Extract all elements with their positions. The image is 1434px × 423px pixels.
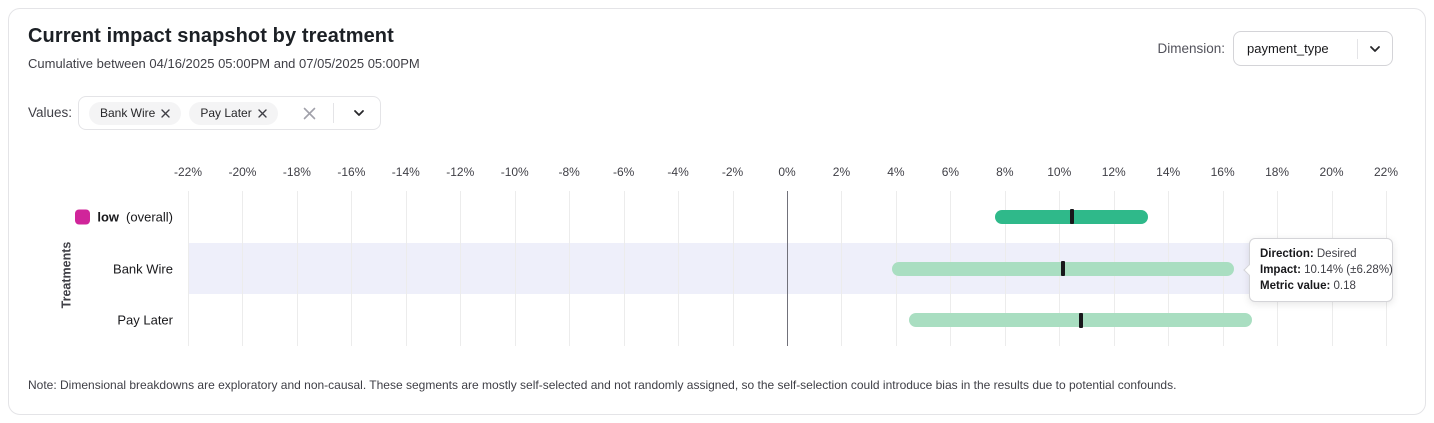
gridline	[732, 191, 734, 346]
x-axis-tick-label: 14%	[1156, 165, 1181, 179]
dimension-label: Dimension:	[1157, 41, 1225, 56]
legend-swatch	[75, 209, 91, 225]
chip-remove-icon[interactable]	[258, 108, 267, 118]
x-axis-tick-label: 4%	[887, 165, 905, 179]
gridline	[296, 191, 298, 346]
zero-gridline	[787, 191, 788, 346]
row-labels-column: low (overall) Bank Wire Pay Later	[28, 191, 173, 346]
gridline	[460, 191, 462, 346]
row-label: low (overall)	[75, 209, 173, 225]
gridline	[242, 191, 244, 346]
bar-tooltip: Direction: Desired Impact: 10.14% (±6.28…	[1243, 238, 1393, 302]
x-axis-tick-label: 10%	[1047, 165, 1072, 179]
page-title: Current impact snapshot by treatment	[28, 25, 394, 47]
chevron-down-icon[interactable]	[342, 106, 376, 120]
x-axis-tick-label: -6%	[612, 165, 635, 179]
gridline	[351, 191, 353, 346]
divider	[1357, 38, 1358, 59]
gridline	[188, 191, 189, 346]
x-axis-tick-label: 22%	[1373, 165, 1399, 179]
row-label: Bank Wire	[113, 261, 173, 276]
x-axis-tick-label: -14%	[391, 165, 420, 179]
x-axis-tick-label: -12%	[446, 165, 475, 179]
divider	[332, 103, 334, 123]
x-axis-tick-label: -10%	[500, 165, 529, 179]
x-axis-tick-label: -2%	[721, 165, 744, 179]
plot-area	[188, 191, 1387, 346]
date-range-subtitle: Cumulative between 04/16/2025 05:00PM an…	[28, 56, 420, 71]
x-axis: -22% -20% -18% -16% -14% -12% -10% -8% -6% -4% -2%…	[174, 165, 1398, 181]
x-axis-tick-label: 0%	[778, 165, 796, 179]
chevron-down-icon	[1358, 42, 1392, 56]
chip-remove-icon[interactable]	[161, 108, 171, 118]
chip-label: Bank Wire	[100, 106, 156, 120]
value-chip-bank-wire[interactable]: Bank Wire	[89, 101, 182, 125]
gridline	[514, 191, 516, 346]
x-axis-tick-label: -8%	[558, 165, 580, 179]
dimension-select[interactable]: payment_type	[1233, 31, 1393, 66]
x-axis-tick-label: 20%	[1319, 165, 1344, 179]
x-axis-tick-label: 12%	[1101, 165, 1126, 179]
tooltip-direction: Direction: Desired	[1260, 248, 1357, 260]
point-estimate-marker	[1069, 209, 1074, 225]
x-axis-tick-label: -4%	[667, 165, 689, 179]
dimension-select-value: payment_type	[1247, 41, 1329, 56]
x-axis-tick-label: -18%	[282, 165, 311, 179]
value-chip-pay-later[interactable]: Pay Later	[189, 101, 278, 125]
point-estimate-marker	[1061, 261, 1066, 276]
point-estimate-marker	[1078, 312, 1083, 328]
x-axis-tick-label: 18%	[1265, 165, 1290, 179]
gridline	[678, 191, 680, 346]
values-label: Values:	[28, 105, 73, 120]
x-axis-tick-label: -16%	[337, 165, 366, 179]
x-axis-tick-label: 2%	[832, 165, 851, 179]
chip-label: Pay Later	[200, 106, 252, 120]
x-axis-tick-label: 16%	[1210, 165, 1235, 179]
clear-all-icon[interactable]	[286, 106, 325, 121]
x-axis-tick-label: 6%	[941, 165, 960, 179]
disclaimer-note: Note: Dimensional breakdowns are explora…	[28, 378, 1177, 392]
x-axis-tick-label: -20%	[228, 165, 257, 179]
x-axis-tick-label: -22%	[173, 165, 203, 179]
tooltip-impact: Impact: 10.14% (±6.28%)	[1260, 264, 1393, 276]
row-label: Pay Later	[117, 312, 173, 328]
gridline	[569, 191, 571, 346]
tooltip-metric-value: Metric value: 0.18	[1260, 280, 1356, 292]
impact-snapshot-card: Current impact snapshot by treatment Cum…	[8, 8, 1426, 415]
values-multiselect[interactable]: Bank Wire Pay Later	[78, 96, 381, 130]
gridline	[405, 191, 407, 346]
gridline	[841, 191, 843, 346]
x-axis-tick-label: 8%	[996, 165, 1014, 179]
gridline	[623, 191, 625, 346]
